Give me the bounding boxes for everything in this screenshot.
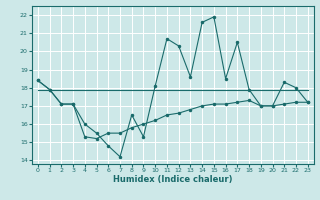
X-axis label: Humidex (Indice chaleur): Humidex (Indice chaleur) <box>113 175 233 184</box>
